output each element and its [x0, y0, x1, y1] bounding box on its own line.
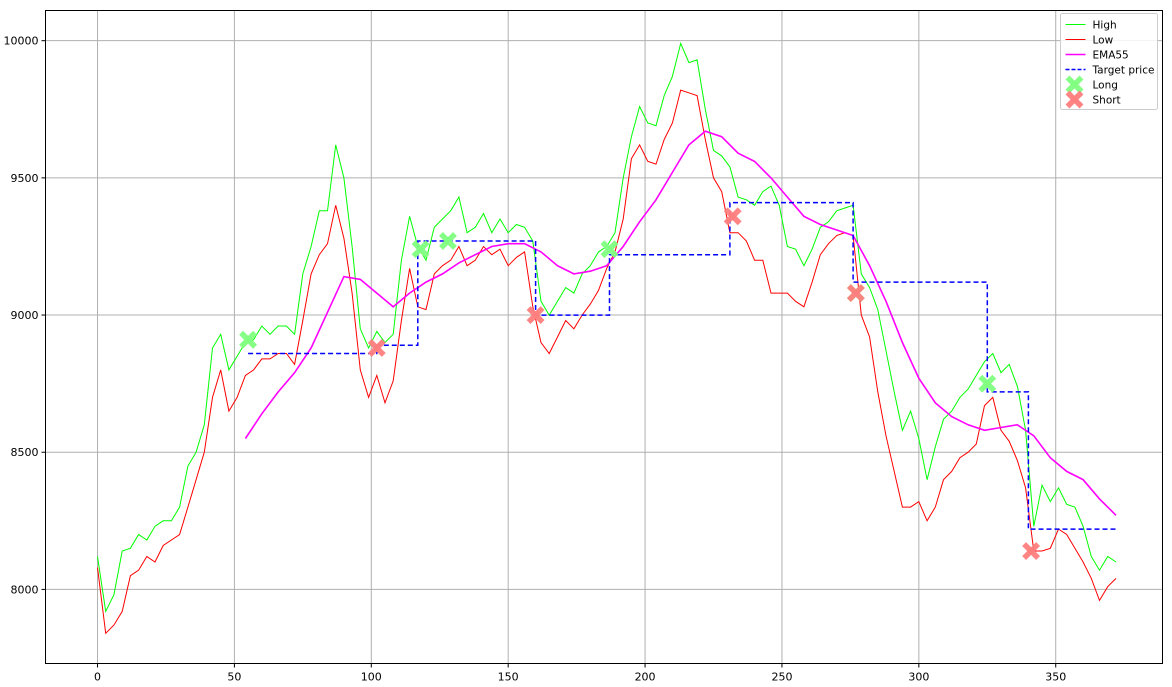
long-marker-stroke-b	[978, 374, 997, 393]
legend-high-label: High	[1093, 20, 1117, 32]
long-marker-stroke-b	[439, 232, 457, 250]
legend-short-swatch-stroke-b	[1065, 90, 1084, 109]
long-marker-stroke-b	[239, 330, 258, 349]
long-marker-stroke-b	[600, 240, 619, 259]
short-marker-stroke-b	[723, 207, 742, 226]
x-tick-label: 100	[361, 671, 382, 684]
y-tick-label: 10000	[4, 35, 39, 48]
legend-box	[1060, 13, 1158, 110]
legend-ema55-label: EMA55	[1093, 50, 1129, 62]
legend-long-swatch	[1065, 75, 1084, 94]
series-low-line	[97, 89, 1117, 635]
x-tick-label: 50	[227, 671, 241, 684]
y-tick-label: 9500	[11, 172, 39, 185]
axis-ticks: 0 50 100 150 200 250 300 350 8000 8500 9000 9500 100…	[4, 35, 1067, 684]
x-tick-label: 0	[94, 671, 101, 684]
series-target-price-line	[248, 201, 1116, 530]
axes-frame	[45, 10, 1163, 664]
long-marker	[978, 374, 997, 393]
short-marker-stroke-b	[846, 284, 865, 303]
legend-long-label: Long	[1093, 80, 1118, 92]
short-marker-stroke-b	[526, 306, 545, 324]
long-marker-stroke-b	[411, 240, 430, 259]
y-tick-label: 8500	[11, 446, 39, 459]
y-tick-label: 8000	[11, 583, 39, 596]
legend-short-label: Short	[1093, 95, 1121, 107]
x-tick-label: 350	[1045, 671, 1066, 684]
legend-long-swatch-stroke-b	[1065, 75, 1084, 94]
short-marker-stroke-b	[367, 339, 386, 357]
short-marker-stroke-b	[1022, 542, 1041, 560]
legend-target-price-label: Target price	[1092, 65, 1155, 77]
long-marker	[411, 240, 430, 259]
x-tick-label: 300	[908, 671, 929, 684]
long-marker	[600, 240, 619, 259]
x-tick-label: 200	[635, 671, 656, 684]
short-marker	[846, 284, 865, 303]
y-tick-label: 9000	[11, 309, 39, 322]
short-marker	[1022, 542, 1041, 560]
legend-low-label: Low	[1093, 35, 1114, 47]
short-marker	[723, 207, 742, 226]
short-marker	[367, 339, 386, 357]
x-tick-label: 250	[771, 671, 792, 684]
legend-short-swatch	[1065, 90, 1084, 109]
long-marker	[239, 330, 258, 349]
long-marker	[439, 232, 457, 250]
x-tick-label: 150	[498, 671, 519, 684]
short-marker	[526, 306, 545, 324]
series-ema55-line	[244, 130, 1117, 516]
plot-area	[97, 41, 1117, 635]
grid	[45, 10, 1163, 664]
legend: High Low EMA55 Target price Long Short	[1060, 13, 1158, 110]
